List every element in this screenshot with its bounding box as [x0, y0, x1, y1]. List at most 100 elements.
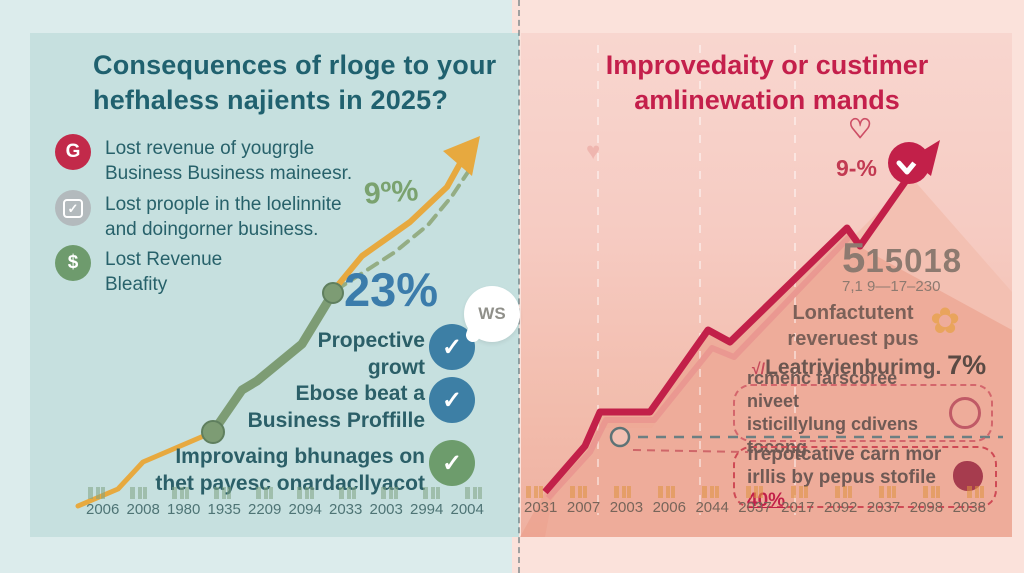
axis-year: 2006	[86, 501, 120, 518]
bar-glyph	[834, 486, 852, 498]
box2-line: irllis by pepus stofile 40%	[747, 466, 947, 512]
bar-glyph	[790, 486, 808, 498]
left-green-dashed-line	[334, 170, 470, 292]
left-small-percent-label: 9º%	[362, 174, 420, 211]
axis-year: 1980	[167, 501, 201, 518]
vs-label: WS	[478, 304, 506, 323]
bar-glyph	[702, 486, 720, 498]
dashed-box-2: frepotcative carn mor irllis by pepus st…	[733, 444, 997, 511]
axis-year: 2994	[410, 501, 444, 518]
bullet-lost-people: ✓ Lost proople in the loelinnite and doi…	[55, 190, 375, 242]
checklist-item-2-text: Ebose beat a Business Proffille	[195, 380, 425, 434]
right-peak-percent-label: 9-%	[836, 155, 877, 181]
leatr-text: Leatrivienburimg.	[765, 356, 948, 379]
axis-year: 2017	[781, 499, 815, 516]
right-under-line-fill	[520, 228, 1012, 537]
bullet-text: Lost proople in the loelinnite and doing…	[105, 190, 342, 242]
heart-outline-icon: ♡	[848, 114, 873, 144]
bar-glyph	[570, 486, 588, 498]
bar-glyph	[255, 487, 273, 499]
axis-year: 2037	[866, 499, 901, 516]
axis-year: 1935	[207, 501, 241, 518]
axis-year: 2037	[738, 499, 772, 516]
bar-glyph	[129, 487, 147, 499]
right-big-stat: 515018 7,1 9—17–230	[842, 234, 1022, 295]
box1-line: rcmenc farscoree niveet	[747, 368, 898, 411]
bar-glyph	[213, 487, 231, 499]
bar-glyph	[966, 486, 984, 498]
stat-sub-line: 7,1 9—17–230	[842, 278, 941, 295]
axis-year: 2044	[695, 499, 729, 516]
left-x-axis: 2006 2008 1980 1935 2209 2094 2033 2003 …	[86, 501, 484, 518]
axis-year: 2209	[248, 501, 282, 518]
right-crimson-line	[542, 149, 929, 495]
axis-year: 2031	[524, 499, 558, 516]
left-axis-bars	[88, 487, 482, 499]
axis-year: 2033	[329, 501, 363, 518]
lonfact-line: Lonfactutent	[792, 302, 914, 324]
icon-glyph: ✓	[62, 198, 84, 218]
right-crimson-dashed-line	[632, 449, 749, 453]
right-shadow-line	[545, 233, 853, 501]
axis-year: 2003	[369, 501, 403, 518]
axis-year: 2006	[652, 499, 686, 516]
bullet-text: Lost Revenue Bleafity	[105, 245, 222, 297]
right-title-line2: amlinewation mands	[634, 85, 900, 115]
bullet-lost-revenue-2: $ Lost Revenue Bleafity	[55, 245, 375, 297]
dashed-box-1: rcmenc farscoree niveet isticillylung cd…	[733, 368, 993, 457]
left-green-line	[208, 288, 338, 437]
right-x-axis: 2031 2007 2003 2006 2044 2037 2017 2092 …	[524, 499, 986, 516]
axis-year: 2003	[609, 499, 644, 516]
bar-glyph	[88, 487, 105, 499]
right-lonfact-label: Lonfactutent reveruest pus	[758, 300, 948, 352]
checklist-line: Ebose beat a	[295, 382, 425, 405]
bar-glyph	[746, 486, 764, 498]
right-check-circle	[888, 142, 930, 184]
chart-check-icon: ✓	[55, 190, 91, 226]
bar-glyph	[381, 487, 399, 499]
right-open-marker	[609, 426, 631, 448]
bar-glyph	[526, 486, 543, 498]
bullet-line: Bleafity	[105, 274, 168, 295]
ring-icon	[949, 397, 981, 429]
box2-text: frepotcative carn mor irllis by pepus st…	[735, 443, 947, 512]
bullet-text: Lost revenue of yougrgle Business Busine…	[105, 134, 352, 186]
right-title-line1: Improvedaity or custimer	[605, 50, 929, 80]
left-big-percent-label: 23%	[344, 263, 439, 316]
bar-glyph	[464, 487, 482, 499]
bullet-line: Lost Revenue	[105, 249, 223, 270]
left-title: Consequences of rloge to your hefhaless …	[93, 48, 503, 118]
small-check-icon: √/	[751, 361, 766, 378]
checklist-line: Business Proffille	[247, 409, 425, 432]
bar-glyph	[922, 486, 940, 498]
icon-glyph: $	[67, 252, 79, 273]
bar-glyph	[339, 487, 357, 499]
flower-icon: ✿	[930, 300, 961, 341]
bar-glyph	[297, 487, 315, 499]
axis-year: 2004	[450, 501, 484, 518]
checklist-item-1-text: Propective growt	[195, 327, 425, 381]
right-axis-bars	[526, 486, 984, 498]
right-arrowhead-icon	[909, 140, 940, 176]
check-circle-icon: ✓	[429, 377, 475, 423]
axis-year: 2094	[288, 501, 322, 518]
bar-glyph	[878, 486, 896, 498]
box2-line-pre: irllis by pepus stofile	[747, 466, 936, 488]
center-dashed-divider	[518, 0, 520, 573]
bullet-lost-revenue: G Lost revenue of yougrgle Business Busi…	[55, 134, 375, 186]
checklist-line: Propective	[317, 329, 425, 352]
lonfact-line: reveruest pus	[787, 328, 919, 350]
faint-heart-icon: ♥	[586, 138, 601, 165]
bullet-line: and doingorner business.	[105, 219, 319, 240]
dollar-sync-icon: $	[55, 245, 91, 281]
bullet-line: Lost proople in the loelinnite	[105, 194, 342, 215]
bar-glyph	[423, 487, 440, 499]
box2-line: frepotcative carn mor	[747, 443, 942, 465]
icon-glyph: G	[65, 141, 81, 162]
bar-glyph	[171, 487, 189, 499]
check-circle-icon: ✓	[429, 440, 475, 486]
left-green-marker-1	[201, 420, 225, 444]
axis-year: 2008	[126, 501, 160, 518]
leatr-percent: 7%	[947, 350, 987, 380]
